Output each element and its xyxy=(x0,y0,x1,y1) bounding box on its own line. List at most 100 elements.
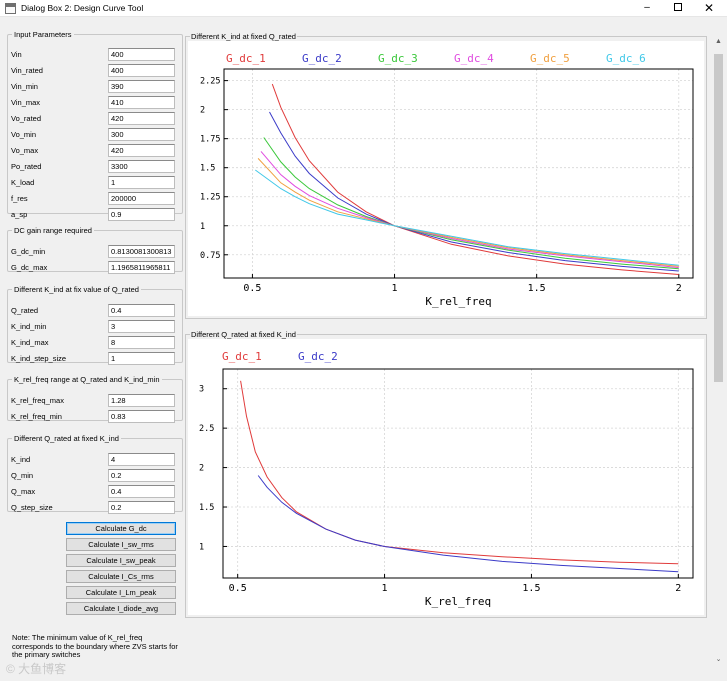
series-line-g-dc-4 xyxy=(260,151,679,269)
k-rel-freq-max-input[interactable]: 1.28 xyxy=(108,394,175,407)
k-ind-max-input[interactable]: 8 xyxy=(108,336,175,349)
form-row: Vin 400 xyxy=(8,48,182,62)
series-line-g-dc-5 xyxy=(257,158,679,267)
k-load-input[interactable]: 1 xyxy=(108,176,175,189)
vin-min-input[interactable]: 390 xyxy=(108,80,175,93)
vin-rated-label: Vin_rated xyxy=(11,66,43,75)
a-sp-input[interactable]: 0.9 xyxy=(108,208,175,221)
form-row: Vin_max 410 xyxy=(8,96,182,110)
input-parameters-group: Input Parameters Vin 400 Vin_rated 400 Vin_m… xyxy=(7,30,183,221)
group-legend: DC gain range required xyxy=(14,226,92,235)
legend-entry: G_dc_1 xyxy=(226,52,266,65)
legend-entry: G_dc_3 xyxy=(378,52,418,65)
group-legend: K_rel_freq range at Q_rated and K_ind_mi… xyxy=(14,375,160,384)
app-window-icon xyxy=(5,3,16,14)
x-tick-label: 1.5 xyxy=(528,283,546,294)
scroll-thumb[interactable] xyxy=(714,54,723,382)
chart-caption: Different Q_rated at fixed K_ind xyxy=(190,330,297,339)
form-row: K_rel_freq_min 0.83 xyxy=(8,410,182,424)
series-line-g-dc-6 xyxy=(255,169,679,266)
legend-entry: G_dc_2 xyxy=(302,52,342,65)
q-step-size-label: Q_step_size xyxy=(11,503,53,512)
form-row: Q_step_size 0.2 xyxy=(8,501,182,515)
q-rated-input[interactable]: 0.4 xyxy=(108,304,175,317)
plot-area-border xyxy=(222,368,694,579)
series-line-g-dc-3 xyxy=(263,137,679,270)
vo-min-input[interactable]: 300 xyxy=(108,128,175,141)
k-ind-min-label: K_ind_min xyxy=(11,322,47,331)
calculate-i-sw-peak-button[interactable]: Calculate I_sw_peak xyxy=(66,554,176,567)
close-button[interactable]: ✕ xyxy=(703,1,715,15)
x-tick-label: 1 xyxy=(382,583,388,594)
maximize-button[interactable] xyxy=(664,0,692,17)
f-res-label: f_res xyxy=(11,194,28,203)
x-tick-label: 2 xyxy=(676,283,682,294)
k-load-label: K_load xyxy=(11,178,35,187)
chart-caption: Different K_ind at fixed Q_rated xyxy=(190,32,297,41)
minimize-button[interactable]: – xyxy=(644,2,650,13)
k-rel-freq-min-label: K_rel_freq_min xyxy=(11,412,62,421)
calculate-i-cs-rms-button[interactable]: Calculate I_Cs_rms xyxy=(66,570,176,583)
q-min-input[interactable]: 0.2 xyxy=(108,469,175,482)
k-ind-chart: 0.5 1 1.5 2 0.75 1 1.25 1.5 1.75 2 2.25 K_rel_freq G… xyxy=(188,41,704,316)
form-row: Vin_min 390 xyxy=(8,80,182,94)
legend-entry: G_dc_5 xyxy=(530,52,570,65)
vo-min-label: Vo_min xyxy=(11,130,37,139)
y-tick-label: 2 xyxy=(199,464,204,474)
scroll-down-icon[interactable]: ⌄ xyxy=(715,656,722,663)
y-tick-label: 1.5 xyxy=(199,503,214,513)
k-ind-step-size-input[interactable]: 1 xyxy=(108,352,175,365)
k-ind-min-input[interactable]: 3 xyxy=(108,320,175,333)
vin-min-label: Vin_min xyxy=(11,82,38,91)
y-tick-label: 2.25 xyxy=(200,77,220,87)
vo-rated-label: Vo_rated xyxy=(11,114,42,123)
k-ind-group: Different K_ind at fix value of Q_rated … xyxy=(7,285,183,365)
po-rated-input[interactable]: 3300 xyxy=(108,160,175,173)
k-rel-freq-min-input[interactable]: 0.83 xyxy=(108,410,175,423)
dc-gain-group: DC gain range required G_dc_min 0.8130081… xyxy=(7,226,183,275)
vertical-scrollbar[interactable]: ▲ ⌄ xyxy=(710,34,727,681)
calculate-i-lm-peak-button[interactable]: Calculate I_Lm_peak xyxy=(66,586,176,599)
form-row: a_sp 0.9 xyxy=(8,208,182,222)
y-tick-label: 1 xyxy=(200,222,205,232)
calculate-g-dc-button[interactable]: Calculate G_dc xyxy=(66,522,176,535)
a-sp-label: a_sp xyxy=(11,210,28,219)
vo-rated-input[interactable]: 420 xyxy=(108,112,175,125)
g-dc-min-input[interactable]: 0.8130081300813 xyxy=(108,245,175,258)
zvs-note: Note: The minimum value of K_rel_freq co… xyxy=(12,633,178,659)
vo-max-input[interactable]: 420 xyxy=(108,144,175,157)
k-ind-input[interactable]: 4 xyxy=(108,453,175,466)
vo-max-label: Vo_max xyxy=(11,146,39,155)
watermark: © 大鱼博客 xyxy=(6,662,67,676)
vin-input[interactable]: 400 xyxy=(108,48,175,61)
calculate-i-diode-avg-button[interactable]: Calculate I_diode_avg xyxy=(66,602,176,615)
po-rated-label: Po_rated xyxy=(11,162,42,171)
x-tick-label: 0.5 xyxy=(243,283,261,294)
x-axis-label: K_rel_freq xyxy=(425,295,491,308)
series-line-g-dc-1 xyxy=(271,83,679,275)
form-row: Vo_min 300 xyxy=(8,128,182,142)
form-row: Q_max 0.4 xyxy=(8,485,182,499)
legend-entry: G_dc_2 xyxy=(298,350,338,363)
q-step-size-input[interactable]: 0.2 xyxy=(108,501,175,514)
vin-rated-input[interactable]: 400 xyxy=(108,64,175,77)
k-rel-freq-max-label: K_rel_freq_max xyxy=(11,396,64,405)
group-legend: Different Q_rated at fixed K_ind xyxy=(14,434,119,443)
title-bar: Dialog Box 2: Design Curve Tool – ✕ xyxy=(0,0,727,17)
g-dc-max-input[interactable]: 1.1965811965811 xyxy=(108,261,175,274)
y-tick-label: 2.5 xyxy=(199,424,214,434)
form-row: G_dc_max 1.1965811965811 xyxy=(8,261,182,275)
q-min-label: Q_min xyxy=(11,471,34,480)
calculate-i-sw-rms-button[interactable]: Calculate I_sw_rms xyxy=(66,538,176,551)
k-ind-step-size-label: K_ind_step_size xyxy=(11,354,67,363)
scroll-up-icon[interactable]: ▲ xyxy=(715,38,722,45)
x-tick-label: 1 xyxy=(392,283,398,294)
f-res-input[interactable]: 200000 xyxy=(108,192,175,205)
form-row: K_load 1 xyxy=(8,176,182,190)
y-tick-label: 2 xyxy=(200,106,205,116)
y-tick-label: 1 xyxy=(199,542,204,552)
group-legend: Different K_ind at fix value of Q_rated xyxy=(14,285,139,294)
q-max-input[interactable]: 0.4 xyxy=(108,485,175,498)
vin-max-input[interactable]: 410 xyxy=(108,96,175,109)
x-tick-label: 1.5 xyxy=(522,583,540,594)
